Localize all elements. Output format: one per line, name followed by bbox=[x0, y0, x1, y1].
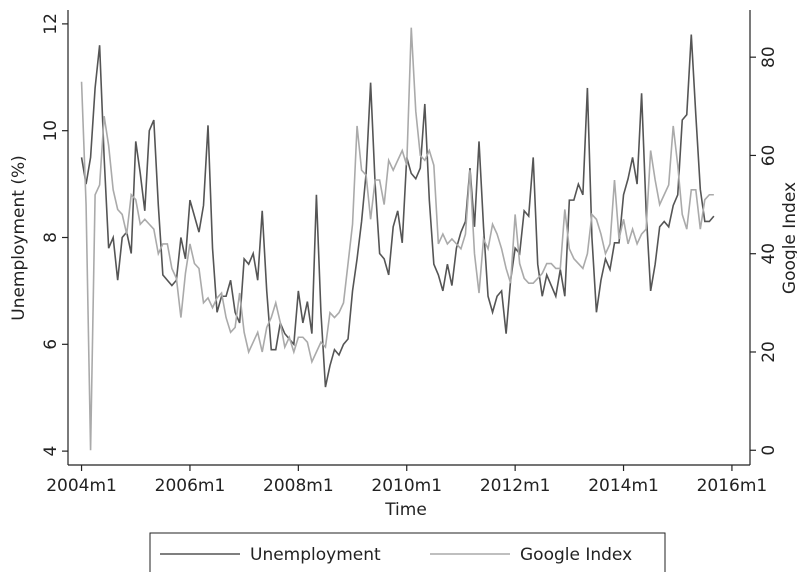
data-line bbox=[80, 27, 714, 451]
y2-tick-label: 60 bbox=[759, 145, 779, 167]
data-line bbox=[80, 34, 715, 388]
x-tick-label: 2004m1 bbox=[46, 476, 117, 496]
legend-label: Unemployment bbox=[250, 545, 381, 565]
y2-tick-label: 20 bbox=[759, 341, 779, 363]
x-tick-label: 2006m1 bbox=[155, 476, 226, 496]
legend-label: Google Index bbox=[520, 545, 632, 565]
x-tick-label: 2012m1 bbox=[480, 476, 551, 496]
x-tick-label: 2010m1 bbox=[371, 476, 442, 496]
y-tick-label: 12 bbox=[41, 13, 61, 35]
x-tick-label: 2008m1 bbox=[263, 476, 334, 496]
y2-tick-label: 80 bbox=[759, 46, 779, 68]
y-tick-label: 10 bbox=[41, 120, 61, 142]
y-tick-label: 8 bbox=[41, 232, 61, 243]
legend-box bbox=[149, 532, 666, 572]
x-tick-label: 2014m1 bbox=[588, 476, 659, 496]
x-tick-label: 2016m1 bbox=[697, 476, 768, 496]
y-tick-label: 4 bbox=[41, 446, 61, 457]
x-axis-title: Time bbox=[384, 500, 427, 520]
y2-tick-label: 40 bbox=[759, 243, 779, 265]
y2-axis-title: Google Index bbox=[780, 182, 797, 294]
y-tick-label: 6 bbox=[41, 339, 61, 350]
y-axis-title: Unemployment (%) bbox=[9, 155, 29, 321]
y2-tick-label: 0 bbox=[759, 445, 779, 456]
